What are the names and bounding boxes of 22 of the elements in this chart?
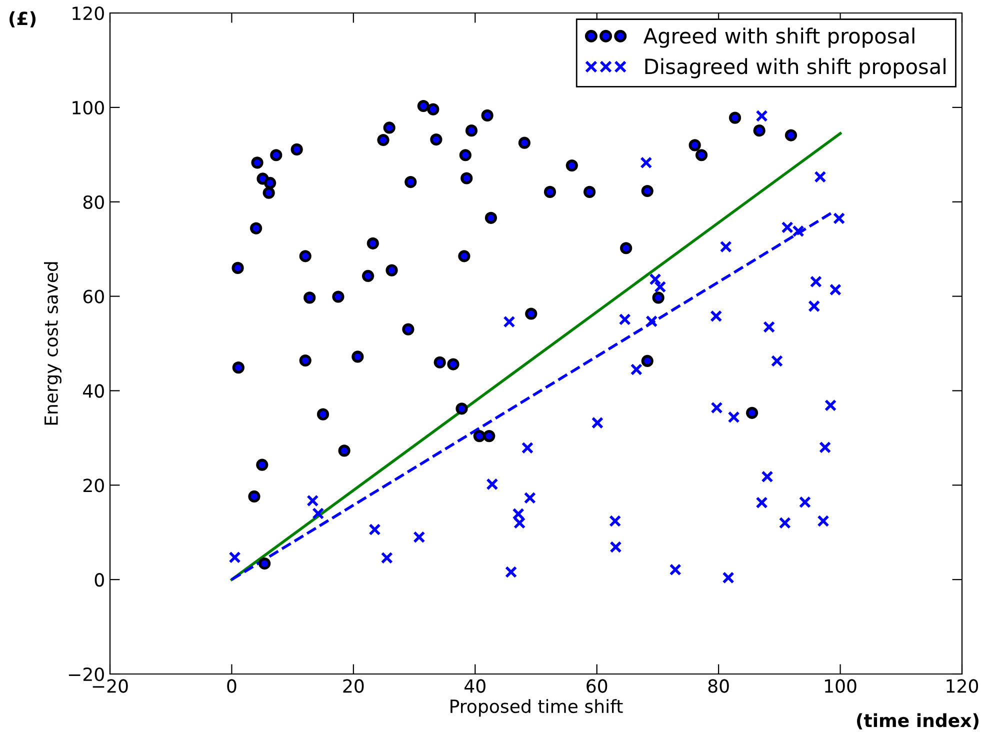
y-axis-title: Energy cost saved <box>44 262 62 425</box>
x-axis-title: Proposed time shift <box>450 699 623 717</box>
x-tick-label: 40 <box>464 679 486 693</box>
x-tick-label: 80 <box>708 679 729 693</box>
text: (£) <box>10 11 36 28</box>
y-tick-label: −20 <box>68 667 104 682</box>
x-tick-label: 0 <box>227 679 236 693</box>
y-tick-label: 80 <box>83 195 104 209</box>
y-tick-label: 100 <box>72 100 104 115</box>
legend-label: Agreed with shift proposal <box>643 28 914 48</box>
text: (time index) <box>857 713 978 730</box>
legend-label: Disagreed with shift proposal <box>645 58 946 78</box>
x-tick-label: −20 <box>92 679 128 693</box>
y-tick-label: 0 <box>94 573 104 587</box>
x-tick-label: 60 <box>586 679 608 693</box>
y-tick-label: 20 <box>83 478 104 492</box>
y-tick-label: 40 <box>83 384 104 398</box>
y-tick-label: 120 <box>72 6 104 20</box>
x-tick-label: 100 <box>825 679 856 693</box>
y-tick-label: 60 <box>83 290 104 304</box>
x-tick-label: 20 <box>343 679 364 693</box>
x-tick-label: 120 <box>946 679 978 693</box>
